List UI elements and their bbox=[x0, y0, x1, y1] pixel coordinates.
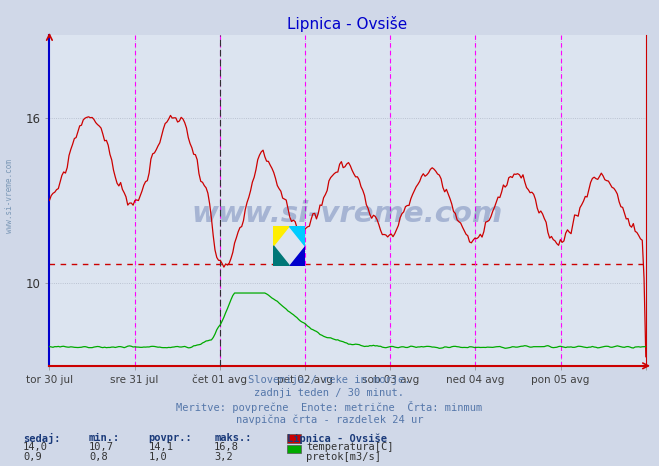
Text: Slovenija / reke in morje.: Slovenija / reke in morje. bbox=[248, 375, 411, 385]
Text: 0,9: 0,9 bbox=[23, 452, 42, 462]
Text: sedaj:: sedaj: bbox=[23, 433, 61, 445]
Text: Lipnica - Ovsiše: Lipnica - Ovsiše bbox=[287, 433, 387, 444]
Title: Lipnica - Ovsiše: Lipnica - Ovsiše bbox=[287, 16, 408, 33]
Polygon shape bbox=[273, 246, 289, 266]
Text: povpr.:: povpr.: bbox=[148, 433, 192, 443]
Text: temperatura[C]: temperatura[C] bbox=[306, 442, 394, 452]
Text: navpična črta - razdelek 24 ur: navpična črta - razdelek 24 ur bbox=[236, 414, 423, 425]
Text: min.:: min.: bbox=[89, 433, 120, 443]
Text: 10,7: 10,7 bbox=[89, 442, 114, 452]
Text: 0,8: 0,8 bbox=[89, 452, 107, 462]
Text: 14,0: 14,0 bbox=[23, 442, 48, 452]
Text: 1,0: 1,0 bbox=[148, 452, 167, 462]
Text: pretok[m3/s]: pretok[m3/s] bbox=[306, 452, 382, 462]
Polygon shape bbox=[289, 226, 305, 246]
Text: www.si-vreme.com: www.si-vreme.com bbox=[5, 159, 14, 233]
Text: 16,8: 16,8 bbox=[214, 442, 239, 452]
Polygon shape bbox=[273, 226, 289, 246]
Text: 14,1: 14,1 bbox=[148, 442, 173, 452]
Text: zadnji teden / 30 minut.: zadnji teden / 30 minut. bbox=[254, 388, 405, 398]
Text: Meritve: povprečne  Enote: metrične  Črta: minmum: Meritve: povprečne Enote: metrične Črta:… bbox=[177, 401, 482, 413]
Text: 3,2: 3,2 bbox=[214, 452, 233, 462]
Text: www.si-vreme.com: www.si-vreme.com bbox=[192, 199, 503, 227]
Text: maks.:: maks.: bbox=[214, 433, 252, 443]
Polygon shape bbox=[289, 246, 305, 266]
